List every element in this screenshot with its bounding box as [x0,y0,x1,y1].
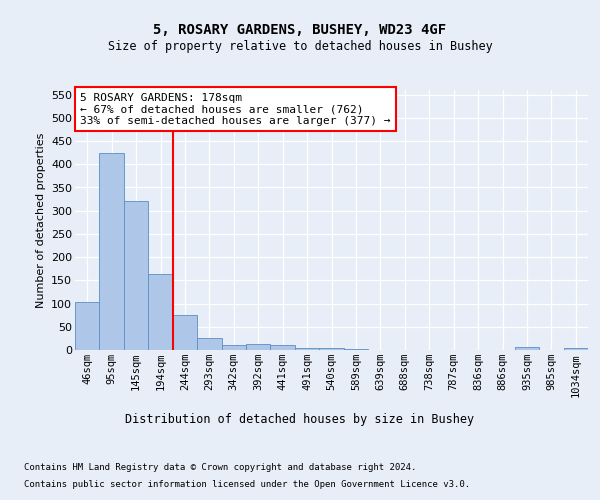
Y-axis label: Number of detached properties: Number of detached properties [35,132,46,308]
Bar [319,348,344,350]
Text: Size of property relative to detached houses in Bushey: Size of property relative to detached ho… [107,40,493,53]
Bar [295,348,319,350]
Bar [221,345,246,350]
Bar [124,202,148,350]
Bar [173,315,197,350]
Bar [100,152,124,350]
Text: 5 ROSARY GARDENS: 178sqm
← 67% of detached houses are smaller (762)
33% of semi-: 5 ROSARY GARDENS: 178sqm ← 67% of detach… [80,92,391,126]
Text: Distribution of detached houses by size in Bushey: Distribution of detached houses by size … [125,412,475,426]
Text: 5, ROSARY GARDENS, BUSHEY, WD23 4GF: 5, ROSARY GARDENS, BUSHEY, WD23 4GF [154,22,446,36]
Text: Contains HM Land Registry data © Crown copyright and database right 2024.: Contains HM Land Registry data © Crown c… [24,462,416,471]
Bar [197,338,221,350]
Bar [148,274,173,350]
Bar [563,348,588,350]
Bar [246,344,271,350]
Text: Contains public sector information licensed under the Open Government Licence v3: Contains public sector information licen… [24,480,470,489]
Bar [75,302,100,350]
Bar [271,346,295,350]
Bar [344,349,368,350]
Bar [515,347,539,350]
